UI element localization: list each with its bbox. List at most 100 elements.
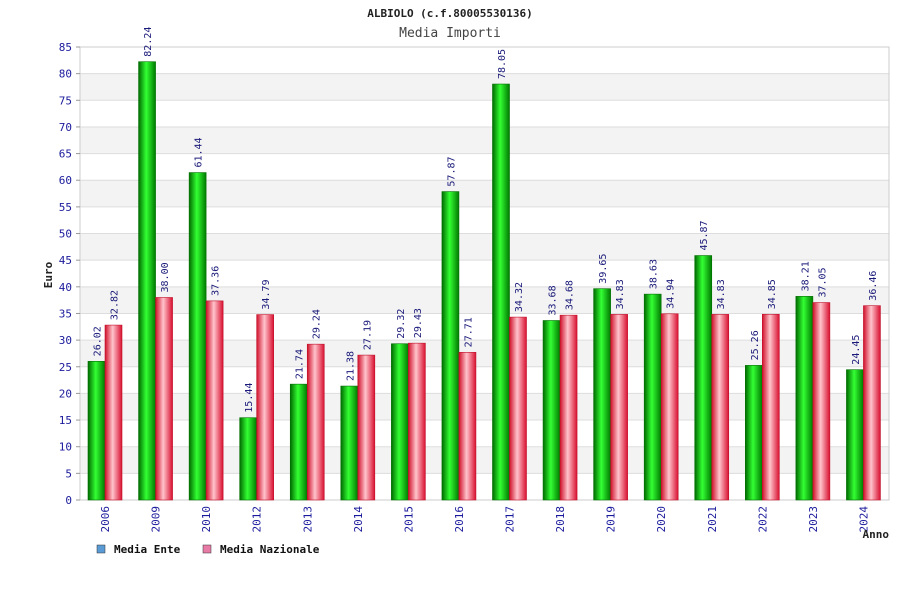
data-label-media-ente: 45.87 [699, 220, 710, 250]
x-axis-label: Anno [863, 528, 890, 541]
data-label-media-nazionale: 29.24 [312, 309, 323, 339]
bars [87, 61, 881, 501]
legend: Media Ente Media Nazionale [96, 543, 320, 556]
data-label-media-ente: 21.38 [345, 351, 356, 381]
bar-media-ente [745, 365, 763, 501]
bar-media-ente [694, 255, 713, 501]
y-tick-label: 30 [59, 334, 72, 347]
grid-band [80, 73, 889, 101]
data-label-media-nazionale: 34.83 [615, 279, 626, 309]
x-axis-ticks: 2006 2009 2010 2012 2013 2014 2015 2016 2017 2018… [99, 506, 870, 533]
grid-band [80, 180, 889, 207]
x-tick-label: 2015 [402, 506, 415, 533]
data-label-media-ente: 82.24 [143, 27, 154, 57]
bar-media-ente [239, 417, 257, 501]
data-label-media-ente: 21.74 [295, 349, 306, 379]
data-label-media-nazionale: 27.19 [362, 320, 373, 350]
x-tick-label: 2023 [807, 506, 820, 533]
chart-title: ALBIOLO (c.f.80005530136) [367, 7, 533, 20]
legend-swatch-media-nazionale [202, 544, 212, 554]
data-label-media-nazionale: 34.79 [261, 279, 272, 309]
y-tick-label: 45 [59, 254, 72, 267]
data-label-media-ente: 61.44 [194, 137, 205, 167]
y-tick-label: 40 [59, 281, 72, 294]
data-label-media-nazionale: 29.43 [413, 308, 424, 338]
x-tick-label: 2017 [504, 506, 517, 533]
x-tick-label: 2024 [857, 506, 870, 533]
plot-area-frame [79, 46, 890, 501]
x-tick-label: 2014 [352, 506, 365, 533]
y-axis-label: Euro [42, 261, 55, 288]
data-label-media-ente: 38.63 [649, 259, 660, 289]
bar-media-nazionale [660, 313, 679, 501]
bar-media-nazionale [711, 314, 730, 501]
data-label-media-ente: 78.05 [497, 49, 508, 79]
data-label-media-ente: 24.45 [851, 335, 862, 365]
y-axis-ticks: 0 5 10 15 20 25 30 35 40 45 50 55 60 65 70 75 80 85 [59, 41, 80, 507]
y-tick-label: 10 [59, 441, 72, 454]
bar-media-ente [87, 361, 106, 501]
y-tick-label: 0 [65, 494, 72, 507]
x-tick-label: 2016 [453, 506, 466, 533]
data-label-media-ente: 26.02 [93, 326, 104, 356]
legend-label-media-ente: Media Ente [114, 543, 181, 556]
grid-band [80, 233, 889, 261]
bar-media-nazionale [408, 342, 426, 501]
data-label-media-nazionale: 36.46 [868, 271, 879, 301]
y-tick-label: 85 [59, 41, 72, 54]
y-tick-label: 55 [59, 201, 72, 214]
x-tick-label: 2009 [150, 506, 163, 533]
bar-media-ente [289, 383, 308, 501]
y-tick-label: 25 [59, 361, 72, 374]
bar-media-nazionale [610, 314, 628, 501]
bar-media-nazionale [205, 300, 224, 501]
data-label-media-nazionale: 37.05 [817, 267, 828, 297]
x-tick-label: 2019 [605, 506, 618, 533]
x-tick-label: 2022 [756, 506, 769, 533]
bar-media-ente [340, 385, 359, 501]
data-label-media-nazionale: 32.82 [110, 290, 121, 320]
data-label-media-ente: 25.26 [750, 330, 761, 360]
y-tick-label: 20 [59, 387, 72, 400]
x-tick-label: 2018 [554, 506, 567, 533]
chart-subtitle: Media Importi [399, 26, 501, 41]
grid-band [80, 126, 889, 154]
data-label-media-nazionale: 34.83 [716, 279, 727, 309]
legend-swatch-media-ente [96, 544, 106, 554]
data-label-media-ente: 33.68 [548, 285, 559, 315]
x-tick-label: 2020 [655, 506, 668, 533]
value-labels: 26.02 32.82 82.24 38.00 61.44 37.36 15.44 34.79… [93, 27, 879, 413]
data-label-media-nazionale: 37.36 [211, 266, 222, 296]
bar-media-ente [643, 293, 662, 501]
data-label-media-nazionale: 27.71 [463, 317, 474, 347]
bar-media-nazionale [559, 314, 578, 501]
bar-media-nazionale [509, 316, 527, 501]
data-label-media-ente: 38.21 [800, 261, 811, 291]
bar-media-ente [795, 296, 814, 501]
y-tick-label: 35 [59, 307, 72, 320]
data-label-media-nazionale: 34.32 [514, 282, 525, 312]
x-tick-label: 2013 [301, 506, 314, 533]
bar-media-nazionale [458, 352, 477, 501]
y-tick-label: 70 [59, 121, 72, 134]
bar-media-ente [593, 288, 611, 501]
bar-media-nazionale [155, 297, 173, 501]
y-tick-label: 5 [65, 467, 72, 480]
bar-media-ente [391, 343, 409, 501]
bar-media-ente [188, 172, 207, 501]
data-label-media-nazionale: 34.94 [666, 279, 677, 309]
x-tick-label: 2012 [251, 506, 264, 533]
data-label-media-nazionale: 34.68 [565, 280, 576, 310]
y-tick-label: 75 [59, 94, 72, 107]
bar-media-ente [441, 191, 460, 501]
x-tick-label: 2021 [706, 506, 719, 533]
bar-media-ente [542, 320, 561, 501]
data-label-media-ente: 39.65 [598, 254, 609, 284]
data-label-media-nazionale: 38.00 [160, 262, 171, 292]
bar-media-nazionale [306, 343, 325, 501]
data-label-media-nazionale: 34.85 [767, 279, 778, 309]
bar-media-nazionale [256, 314, 274, 501]
data-label-media-ente: 57.87 [446, 156, 457, 186]
legend-label-media-nazionale: Media Nazionale [220, 543, 320, 556]
bar-media-ente [492, 83, 510, 501]
